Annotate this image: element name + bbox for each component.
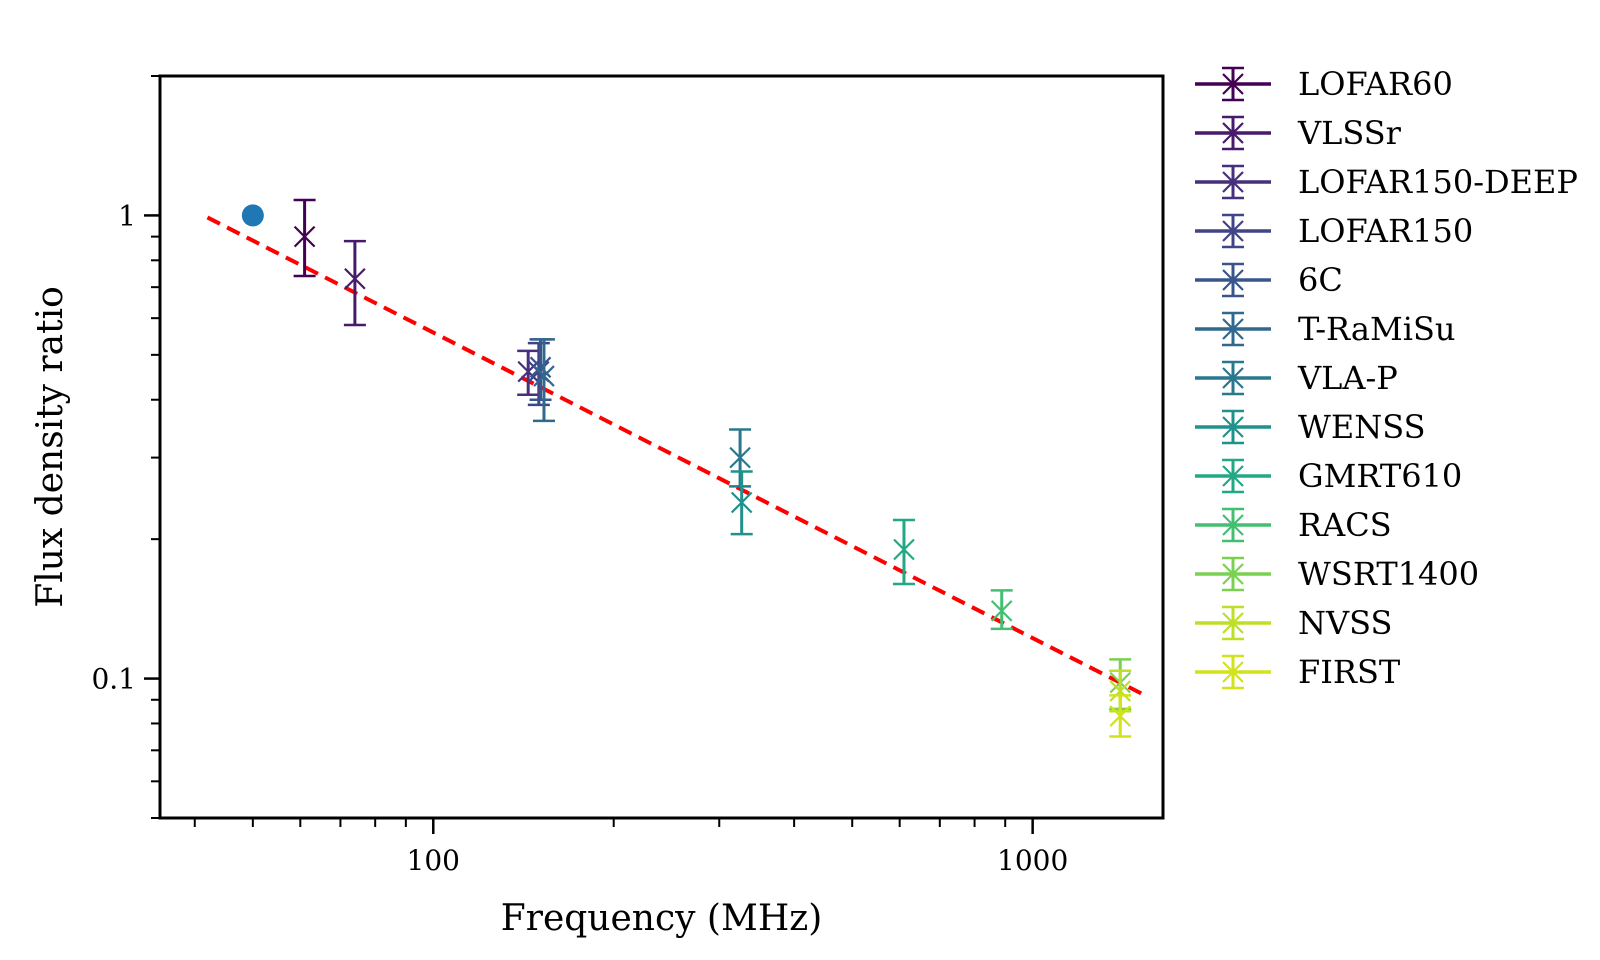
legend-label: LOFAR150	[1298, 212, 1473, 250]
y-tick-label: 1	[118, 199, 136, 232]
x-tick-label: 1000	[997, 844, 1068, 877]
legend: LOFAR60 VLSSr LOFAR150-DEEP LOFAR150 6C T-RaM…	[1195, 65, 1578, 691]
legend-entry: 6C	[1195, 261, 1343, 299]
legend-label: VLA-P	[1297, 359, 1398, 397]
y-axis-title: Flux density ratio	[30, 286, 71, 608]
legend-marker	[1222, 514, 1244, 536]
legend-marker	[1222, 367, 1244, 389]
legend-entry: WENSS	[1195, 408, 1426, 446]
legend-label: VLSSr	[1297, 114, 1402, 152]
legend-entry: GMRT610	[1195, 457, 1462, 495]
legend-marker	[1222, 612, 1244, 634]
x-axis-title: Frequency (MHz)	[501, 898, 822, 939]
x-tick-label: 100	[407, 844, 460, 877]
legend-label: LOFAR60	[1298, 65, 1453, 103]
legend-label: T-RaMiSu	[1298, 310, 1455, 348]
legend-entry: NVSS	[1195, 604, 1392, 642]
data-point-marker	[344, 267, 366, 290]
legend-marker	[1222, 269, 1244, 291]
legend-label: NVSS	[1298, 604, 1392, 642]
series-gmrt610	[892, 518, 915, 586]
legend-marker	[1222, 122, 1244, 144]
legend-entry: VLA-P	[1195, 359, 1398, 397]
series-vlssr	[343, 239, 366, 327]
legend-entry: VLSSr	[1195, 114, 1402, 152]
legend-label: 6C	[1298, 261, 1343, 299]
legend-entry: FIRST	[1195, 653, 1401, 691]
fit-line	[206, 215, 1146, 698]
legend-entry: LOFAR150-DEEP	[1195, 163, 1578, 201]
series-lofar60	[293, 198, 316, 278]
legend-entry: WSRT1400	[1195, 555, 1479, 593]
data-point-marker	[517, 360, 539, 383]
legend-marker	[1222, 318, 1244, 340]
series-lofar150-deep	[517, 349, 540, 397]
legend-marker	[1222, 465, 1244, 487]
legend-entry: T-RaMiSu	[1195, 310, 1455, 348]
legend-entry: RACS	[1195, 506, 1392, 544]
series-vla-p	[729, 428, 752, 488]
legend-marker	[1222, 563, 1244, 585]
legend-label: WSRT1400	[1298, 555, 1479, 593]
axes-frame	[158, 74, 1165, 820]
data-point-marker	[293, 225, 316, 248]
legend-entry: LOFAR60	[1195, 65, 1453, 103]
legend-label: FIRST	[1298, 653, 1401, 691]
data-point-marker	[1109, 705, 1132, 727]
legend-label: WENSS	[1298, 408, 1426, 446]
data-point-marker	[533, 365, 555, 387]
data-point-marker	[729, 446, 751, 469]
legend-marker	[1222, 171, 1244, 193]
data-point-marker	[730, 491, 753, 514]
data-point-marker	[990, 600, 1013, 622]
series-first	[1109, 694, 1132, 738]
legend-marker	[1222, 661, 1244, 683]
plot-area	[206, 198, 1146, 738]
legend-marker	[1222, 220, 1244, 242]
series-t-ramisu	[532, 338, 555, 423]
legend-label: GMRT610	[1298, 457, 1462, 495]
data-point-marker	[529, 356, 552, 379]
legend-label: LOFAR150-DEEP	[1298, 163, 1578, 201]
reference-point	[241, 204, 264, 227]
legend-marker	[1222, 73, 1244, 95]
legend-label: RACS	[1298, 506, 1392, 544]
data-point-marker	[1109, 680, 1132, 702]
axis-ticks: 100 1000 1 0.1	[91, 75, 1068, 877]
legend-marker	[1222, 416, 1244, 438]
legend-entry: LOFAR150	[1195, 212, 1473, 250]
y-tick-label: 0.1	[91, 663, 136, 696]
series-wenss	[730, 470, 753, 536]
series-racs	[990, 589, 1013, 631]
data-point-marker	[893, 538, 915, 561]
